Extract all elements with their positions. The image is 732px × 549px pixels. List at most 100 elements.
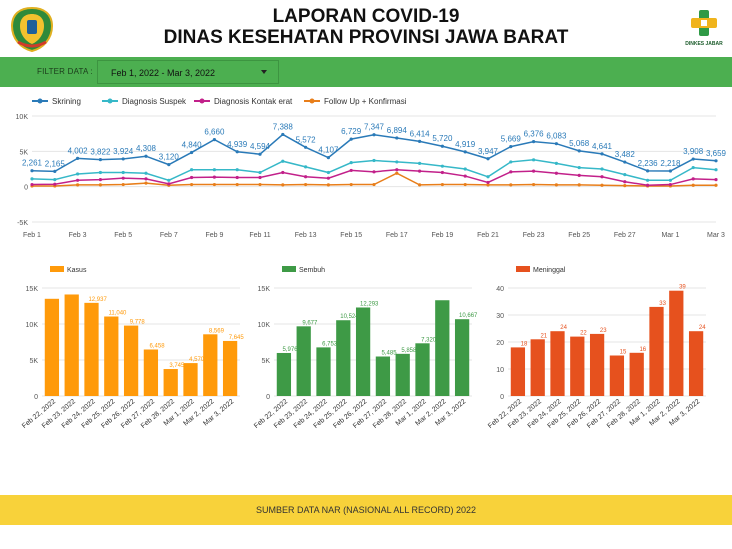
data-label: 3,120 bbox=[159, 153, 180, 162]
data-point bbox=[440, 170, 444, 175]
data-point bbox=[463, 174, 467, 178]
data-label: 5,068 bbox=[569, 139, 590, 148]
y-tick-label: 0 bbox=[500, 394, 504, 401]
bar bbox=[276, 352, 292, 396]
data-point bbox=[53, 182, 57, 186]
data-point bbox=[53, 169, 57, 173]
data-point bbox=[418, 139, 422, 143]
bar bbox=[104, 316, 119, 396]
data-point bbox=[418, 169, 422, 173]
data-label: 4,641 bbox=[592, 142, 613, 151]
data-label: 4,840 bbox=[182, 140, 203, 149]
x-tick-label: Feb 9 bbox=[205, 232, 223, 239]
filter-bar: FILTER DATA : Feb 1, 2022 - Mar 3, 2022 bbox=[0, 57, 732, 87]
data-point bbox=[714, 159, 718, 163]
data-label: 18 bbox=[521, 341, 528, 347]
data-point bbox=[532, 140, 536, 144]
data-point bbox=[418, 183, 422, 187]
x-tick-label: Feb 27 bbox=[614, 232, 636, 239]
data-point bbox=[281, 159, 285, 163]
data-label: 5,485 bbox=[382, 351, 398, 357]
data-point bbox=[623, 180, 627, 184]
bar bbox=[163, 369, 178, 396]
data-point bbox=[554, 142, 559, 146]
data-point bbox=[190, 168, 194, 172]
data-label: 3,822 bbox=[90, 148, 111, 157]
data-point bbox=[76, 183, 80, 187]
data-point bbox=[349, 161, 353, 165]
x-tick-label: Feb 25 bbox=[568, 232, 590, 239]
data-point bbox=[167, 178, 171, 182]
chevron-down-icon[interactable] bbox=[261, 70, 267, 74]
data-point bbox=[646, 169, 650, 173]
data-point bbox=[395, 171, 399, 175]
data-label: 10,524 bbox=[340, 314, 359, 320]
data-point bbox=[623, 160, 627, 164]
legend-entry: Meninggal bbox=[533, 267, 566, 274]
data-point bbox=[190, 150, 194, 155]
report-title: LAPORAN COVID-19 bbox=[272, 6, 460, 27]
data-point bbox=[349, 182, 353, 187]
data-point bbox=[212, 138, 216, 142]
bar bbox=[355, 307, 371, 396]
data-point bbox=[167, 163, 171, 167]
data-point bbox=[440, 182, 444, 187]
data-point bbox=[76, 178, 80, 182]
legend-marker bbox=[37, 98, 43, 104]
x-tick-label: Feb 22, 2022 bbox=[21, 398, 57, 430]
data-label: 6,660 bbox=[204, 128, 225, 137]
data-label: 5,976 bbox=[283, 347, 299, 353]
x-tick-label: Feb 5 bbox=[114, 232, 132, 239]
data-label: 6,414 bbox=[410, 129, 431, 138]
data-point bbox=[326, 170, 330, 175]
data-point bbox=[532, 158, 536, 162]
bar bbox=[454, 319, 470, 396]
y-tick-label: 10K bbox=[258, 322, 271, 329]
data-point bbox=[235, 150, 239, 154]
bar bbox=[316, 347, 331, 396]
data-point bbox=[30, 169, 34, 173]
legend-entry: Follow Up + Konfirmasi bbox=[324, 97, 407, 106]
legend-entry: Diagnosis Suspek bbox=[122, 97, 187, 106]
y-tick-label: 15K bbox=[258, 286, 271, 293]
source-note: SUMBER DATA NAR (NASIONAL ALL RECORD) 20… bbox=[255, 505, 477, 515]
data-label: 5,572 bbox=[296, 135, 317, 144]
data-point bbox=[144, 154, 148, 158]
data-label: 4,919 bbox=[455, 140, 476, 149]
data-point bbox=[395, 160, 399, 164]
data-label: 3,745 bbox=[169, 363, 185, 369]
data-point bbox=[463, 182, 467, 187]
bar bbox=[609, 355, 625, 396]
data-point bbox=[440, 164, 444, 168]
data-label: 6,376 bbox=[524, 130, 545, 139]
data-point bbox=[167, 182, 171, 186]
data-point bbox=[304, 182, 308, 187]
bar bbox=[203, 334, 218, 396]
data-point bbox=[554, 171, 559, 175]
bar bbox=[510, 347, 526, 396]
legend-marker bbox=[107, 98, 113, 104]
data-point bbox=[76, 172, 80, 176]
data-point bbox=[326, 156, 330, 160]
series-line-suspek bbox=[31, 159, 717, 182]
bar bbox=[375, 356, 391, 396]
jawa-barat-emblem-icon bbox=[10, 6, 54, 52]
data-point bbox=[554, 183, 559, 187]
data-point bbox=[691, 177, 695, 181]
data-point bbox=[258, 170, 262, 175]
data-point bbox=[258, 175, 262, 180]
data-point bbox=[463, 167, 467, 171]
data-point bbox=[623, 184, 627, 188]
date-range-select[interactable]: Feb 1, 2022 - Mar 3, 2022 bbox=[97, 60, 279, 84]
data-label: 7,645 bbox=[229, 335, 245, 341]
x-tick-label: Feb 22, 2022 bbox=[487, 398, 523, 430]
data-label: 6,894 bbox=[387, 126, 408, 135]
data-label: 9,677 bbox=[302, 320, 318, 326]
data-label: 5,858 bbox=[401, 348, 417, 354]
data-point bbox=[304, 145, 308, 149]
data-point bbox=[372, 182, 376, 187]
series-line-skrining bbox=[31, 133, 717, 173]
legend-swatch bbox=[50, 266, 64, 272]
